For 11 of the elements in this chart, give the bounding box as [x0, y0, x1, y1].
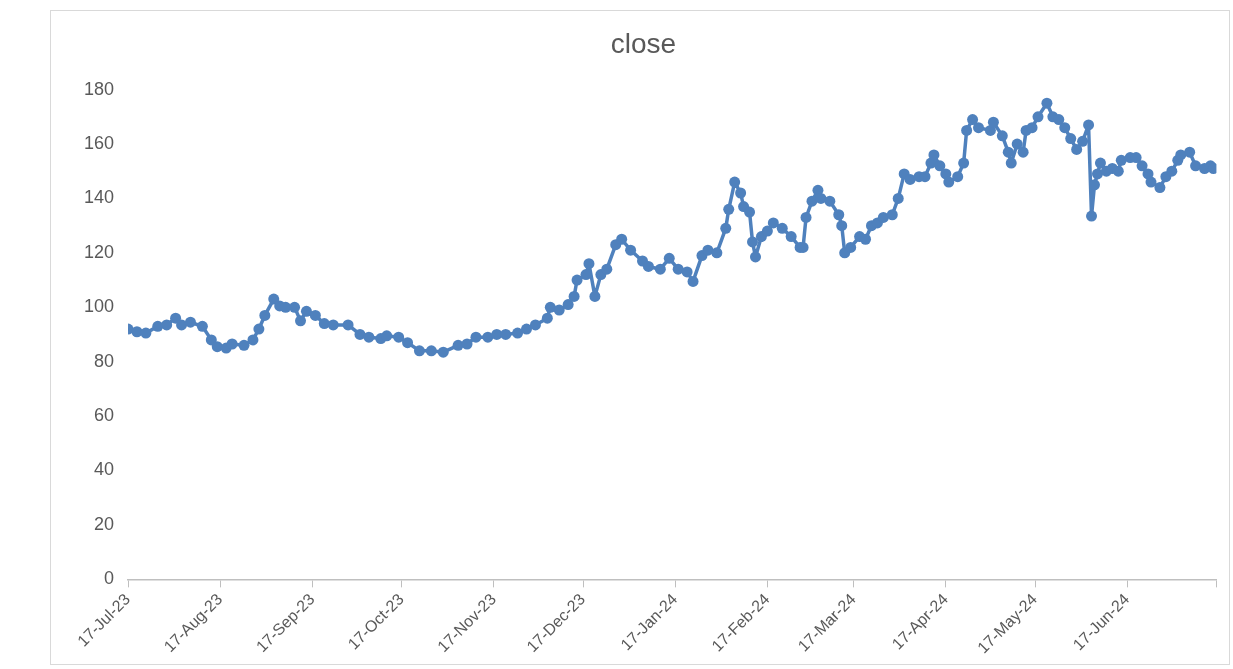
y-tick-label: 180: [83, 78, 115, 99]
y-tick-label: 120: [83, 241, 115, 262]
y-tick-label: 60: [94, 405, 115, 426]
y-tick-label: 160: [83, 132, 115, 153]
y-tick-label: 140: [83, 187, 115, 208]
y-tick-label: 0: [104, 568, 115, 589]
y-tick-label: 80: [94, 350, 115, 371]
y-tick-label: 40: [94, 459, 115, 480]
chart-title: close: [610, 27, 677, 59]
y-tick-label: 20: [94, 513, 115, 534]
y-tick-label: 100: [83, 296, 115, 317]
